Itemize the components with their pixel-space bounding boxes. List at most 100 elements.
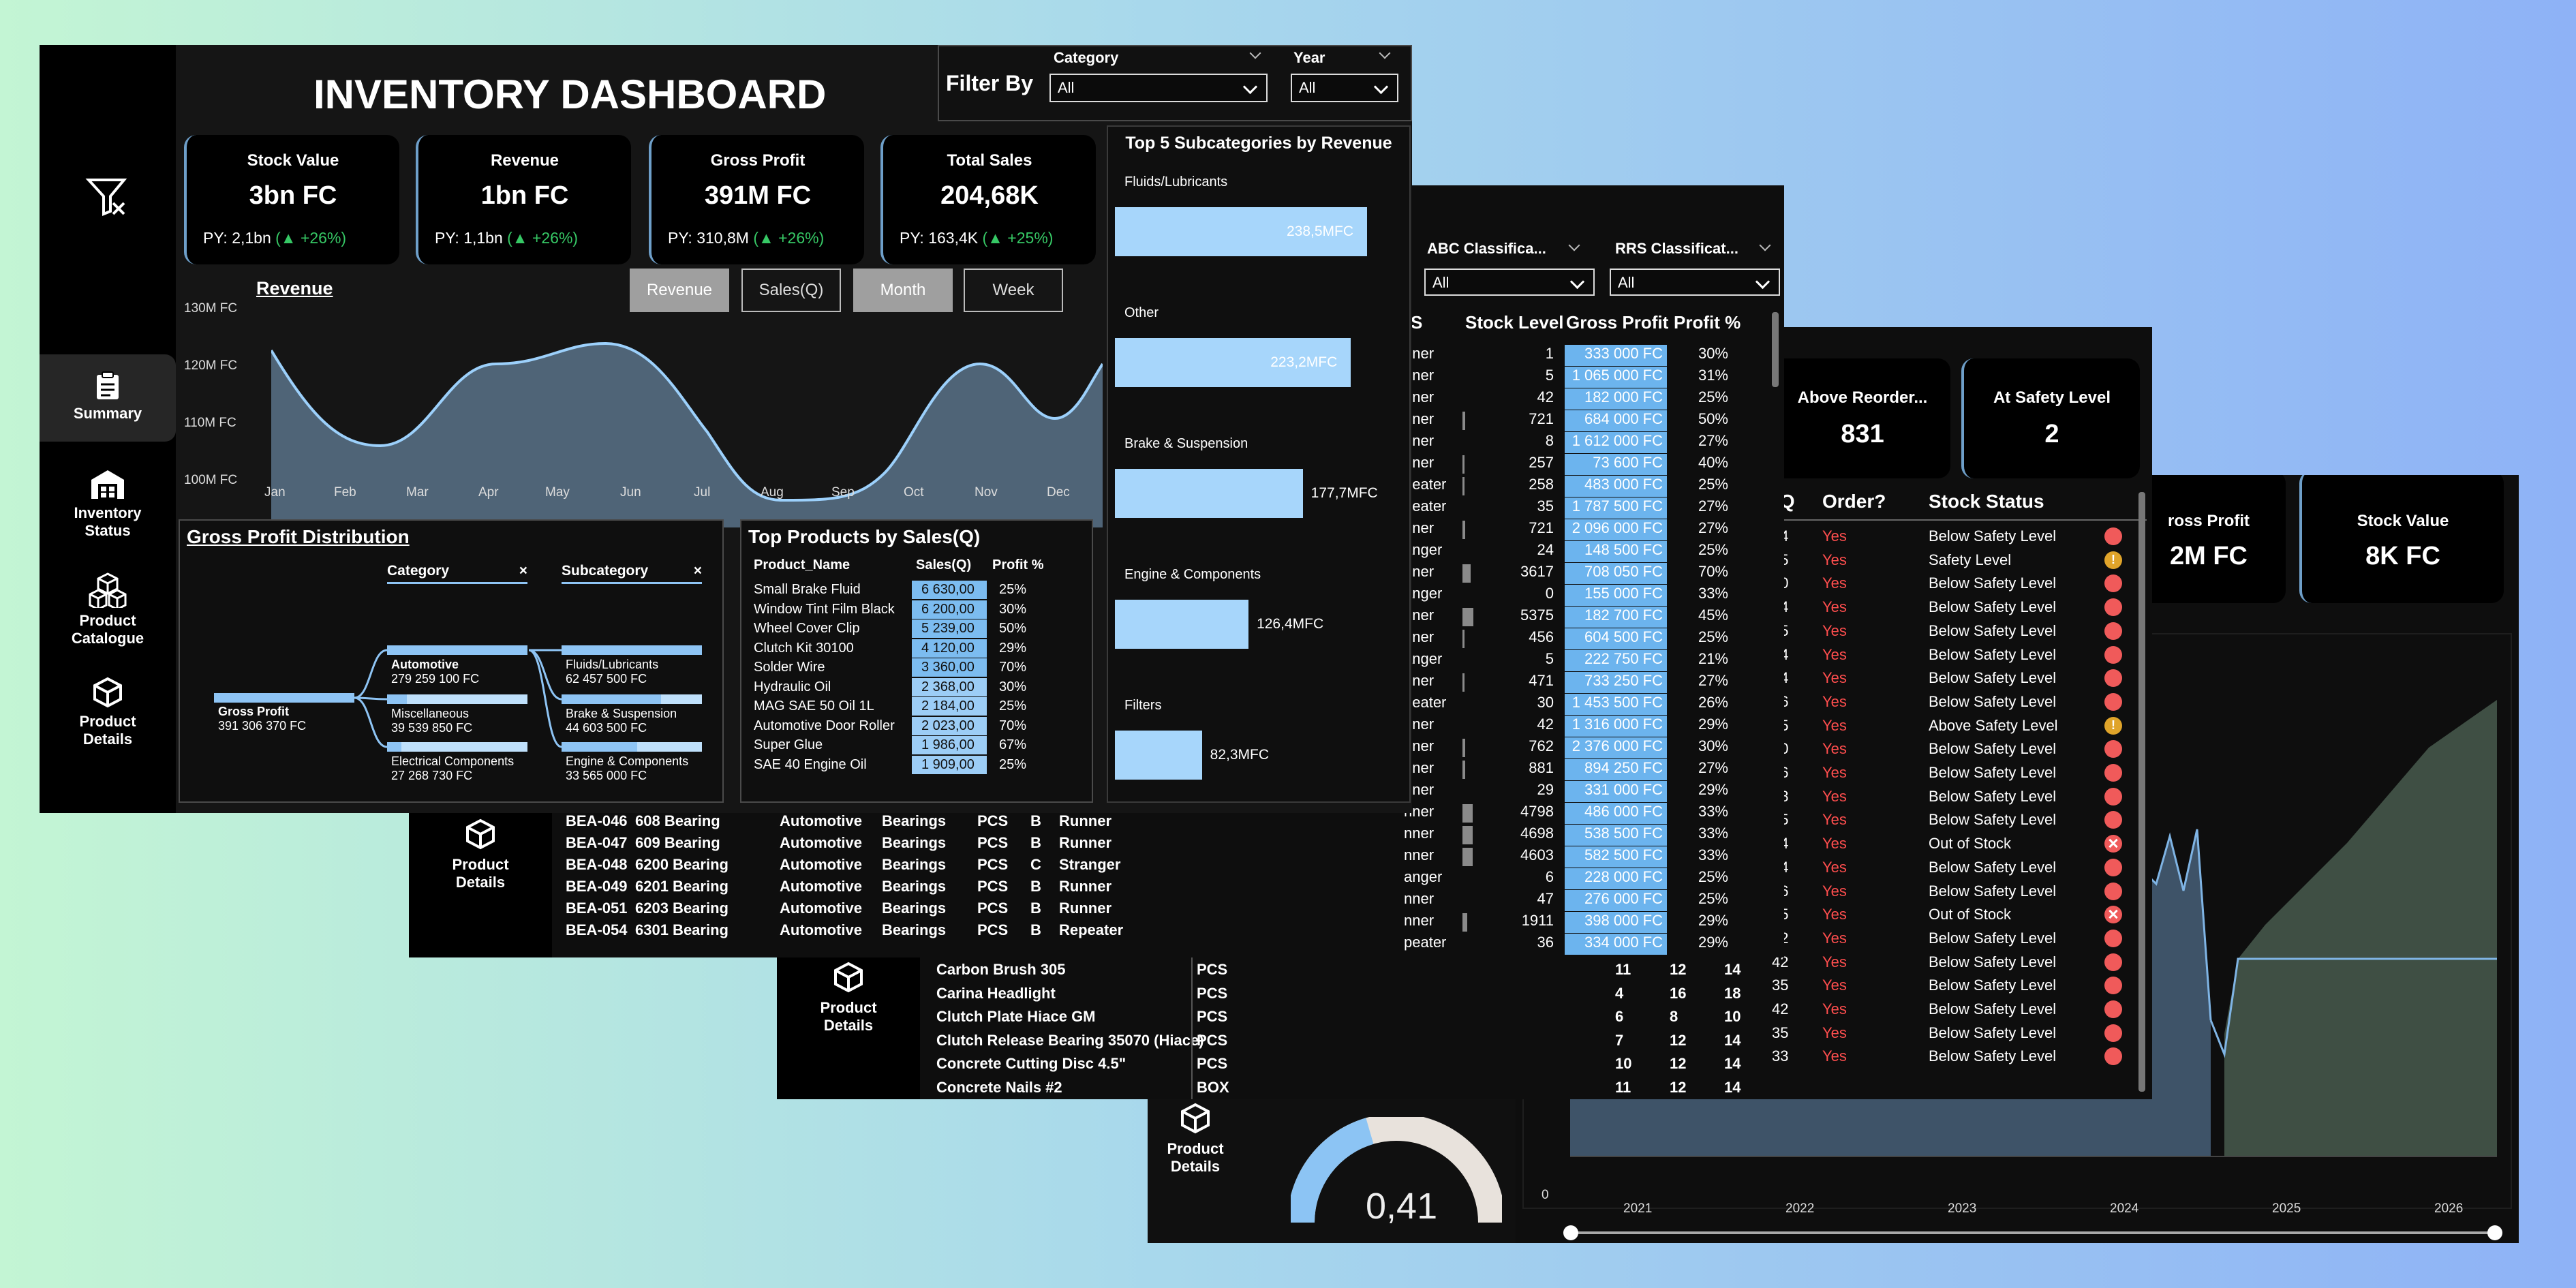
- toggle-sales[interactable]: Sales(Q): [741, 269, 841, 312]
- table-row[interactable]: Clutch Plate Hiace GM PCS 6 8 10: [920, 1008, 1765, 1030]
- category-bar[interactable]: [387, 694, 527, 704]
- table-row[interactable]: 35YesAbove Safety Level: [1765, 716, 2147, 739]
- nav-product-details[interactable]: Product Details: [436, 818, 525, 891]
- revenue-bar[interactable]: [1115, 731, 1202, 780]
- table-row[interactable]: nner 257 73 600 FC 40%: [1404, 454, 1784, 475]
- table-row[interactable]: 35YesSafety Level: [1765, 551, 2147, 573]
- table-row[interactable]: nner 1911 398 000 FC 29%: [1404, 912, 1784, 933]
- table-row[interactable]: nner 4603 582 500 FC 33%: [1404, 846, 1784, 868]
- table-row[interactable]: 36YesBelow Safety Level: [1765, 692, 2147, 715]
- revenue-bar[interactable]: [1115, 338, 1351, 387]
- table-row[interactable]: Concrete Nails #2 BOX 11 12 14: [920, 1079, 1765, 1100]
- table-row[interactable]: BEA-048 6200 Bearing Automotive Bearings PCS…: [552, 856, 1404, 877]
- chevron-down-icon[interactable]: [1759, 239, 1771, 251]
- table-row[interactable]: nner 762 2 376 000 FC 30%: [1404, 737, 1784, 758]
- nav-inventory-status[interactable]: Inventory Status: [60, 469, 155, 540]
- table-row[interactable]: peater 35 1 787 500 FC 27%: [1404, 497, 1784, 519]
- table-row[interactable]: 33 Yes Below Safety Level: [1765, 1047, 2147, 1069]
- date-slider-track[interactable]: [1570, 1231, 2494, 1234]
- table-row[interactable]: nner 3617 708 050 FC 70%: [1404, 563, 1784, 584]
- table-row[interactable]: 74YesBelow Safety Level: [1765, 598, 2147, 620]
- table-row[interactable]: anger 24 148 500 FC 25%: [1404, 541, 1784, 562]
- category-filter-dropdown[interactable]: All: [1049, 74, 1268, 102]
- table-row[interactable]: nner 42 1 316 000 FC 29%: [1404, 716, 1784, 737]
- table-row[interactable]: 35YesOut of Stock: [1765, 906, 2147, 927]
- table-row[interactable]: BEA-046 608 Bearing Automotive Bearings PCS B…: [552, 812, 1404, 833]
- date-slider-handle-right[interactable]: [2487, 1225, 2502, 1240]
- table-row[interactable]: nner 4798 486 000 FC 33%: [1404, 803, 1784, 824]
- year-filter-dropdown[interactable]: All: [1291, 74, 1398, 102]
- table-row[interactable]: 38YesBelow Safety Level: [1765, 787, 2147, 810]
- toggle-week[interactable]: Week: [964, 269, 1063, 312]
- revenue-bar[interactable]: [1115, 600, 1249, 649]
- category-bar[interactable]: [387, 742, 527, 752]
- toggle-revenue[interactable]: Revenue: [630, 269, 729, 312]
- table-row[interactable]: 34YesOut of Stock: [1765, 835, 2147, 857]
- table-row[interactable]: BEA-051 6203 Bearing Automotive Bearings PCS…: [552, 900, 1404, 921]
- subcategory-bar[interactable]: [562, 742, 702, 752]
- table-row[interactable]: nner 42 182 000 FC 25%: [1404, 388, 1784, 410]
- nav-product-catalogue[interactable]: Product Catalogue: [60, 572, 155, 647]
- nav-product-details[interactable]: Product Details: [1154, 1102, 1236, 1176]
- table-row[interactable]: 34YesBelow Safety Level: [1765, 858, 2147, 880]
- rrs-filter-dropdown[interactable]: All: [1610, 269, 1780, 296]
- close-icon[interactable]: ×: [519, 563, 527, 579]
- table-row[interactable]: peater 30 1 453 500 FC 26%: [1404, 694, 1784, 715]
- status-scrollbar[interactable]: [2138, 492, 2145, 1092]
- table-row[interactable]: nner 5 1 065 000 FC 31%: [1404, 367, 1784, 388]
- table-row[interactable]: nner 1 333 000 FC 30%: [1404, 345, 1784, 366]
- catalogue-scrollbar[interactable]: [1772, 312, 1779, 387]
- close-icon[interactable]: ×: [693, 563, 702, 579]
- table-row[interactable]: nner 8 1 612 000 FC 27%: [1404, 432, 1784, 453]
- table-row[interactable]: Carina Headlight PCS 4 16 18: [920, 985, 1765, 1007]
- table-row[interactable]: anger 6 228 000 FC 25%: [1404, 868, 1784, 889]
- nav-product-details[interactable]: Product Details: [804, 961, 893, 1034]
- table-row[interactable]: 40YesBelow Safety Level: [1765, 740, 2147, 762]
- table-row[interactable]: 40YesBelow Safety Level: [1765, 574, 2147, 596]
- clear-filter-icon[interactable]: [85, 174, 129, 219]
- table-row[interactable]: Concrete Cutting Disc 4.5" PCS 10 12 14: [920, 1055, 1765, 1077]
- subcategory-bar[interactable]: [562, 694, 702, 704]
- table-row[interactable]: nner 4698 538 500 FC 33%: [1404, 825, 1784, 846]
- kpi-title: ross Profit: [2167, 512, 2250, 530]
- table-row[interactable]: nner 881 894 250 FC 27%: [1404, 759, 1784, 780]
- subcategory-bar[interactable]: [562, 645, 702, 655]
- table-row[interactable]: nner 456 604 500 FC 25%: [1404, 628, 1784, 649]
- nav-product-details[interactable]: Product Details: [60, 676, 155, 748]
- chevron-down-icon[interactable]: [1568, 239, 1580, 251]
- table-row[interactable]: nner 471 733 250 FC 27%: [1404, 672, 1784, 693]
- table-row[interactable]: BEA-054 6301 Bearing Automotive Bearings PCS…: [552, 921, 1404, 942]
- toggle-month[interactable]: Month: [853, 269, 953, 312]
- table-row[interactable]: anger 5 222 750 FC 21%: [1404, 650, 1784, 671]
- table-row[interactable]: Clutch Release Bearing 35070 (Hiace) PCS 7…: [920, 1032, 1765, 1054]
- date-slider-handle-left[interactable]: [1563, 1225, 1578, 1240]
- table-row[interactable]: Carbon Brush 305 PCS 11 12 14: [920, 961, 1765, 983]
- table-row[interactable]: 34YesBelow Safety Level: [1765, 527, 2147, 549]
- table-row[interactable]: 36YesBelow Safety Level: [1765, 882, 2147, 904]
- table-row[interactable]: nner 5375 182 700 FC 45%: [1404, 607, 1784, 628]
- revenue-bar[interactable]: [1115, 469, 1303, 518]
- table-row[interactable]: BEA-047 609 Bearing Automotive Bearings PCS B…: [552, 834, 1404, 855]
- table-row[interactable]: peater 36 334 000 FC 29%: [1404, 934, 1784, 955]
- table-row[interactable]: nner 47 276 000 FC 25%: [1404, 890, 1784, 911]
- nav-summary[interactable]: Summary: [60, 371, 155, 423]
- table-row[interactable]: 34YesBelow Safety Level: [1765, 645, 2147, 668]
- revenue-bar[interactable]: [1115, 207, 1367, 256]
- table-row[interactable]: peater 258 483 000 FC 25%: [1404, 476, 1784, 497]
- table-row[interactable]: 34YesBelow Safety Level: [1765, 669, 2147, 691]
- abc-filter-dropdown[interactable]: All: [1424, 269, 1595, 296]
- category-bar[interactable]: [387, 645, 527, 655]
- table-row[interactable]: nner 29 331 000 FC 29%: [1404, 781, 1784, 802]
- table-row[interactable]: 36YesBelow Safety Level: [1765, 764, 2147, 786]
- table-row[interactable]: nner 721 684 000 FC 50%: [1404, 410, 1784, 431]
- table-row[interactable]: BEA-049 6201 Bearing Automotive Bearings PCS…: [552, 878, 1404, 899]
- table-row[interactable]: anger 0 155 000 FC 33%: [1404, 585, 1784, 606]
- table-row[interactable]: nner 721 2 096 000 FC 27%: [1404, 519, 1784, 540]
